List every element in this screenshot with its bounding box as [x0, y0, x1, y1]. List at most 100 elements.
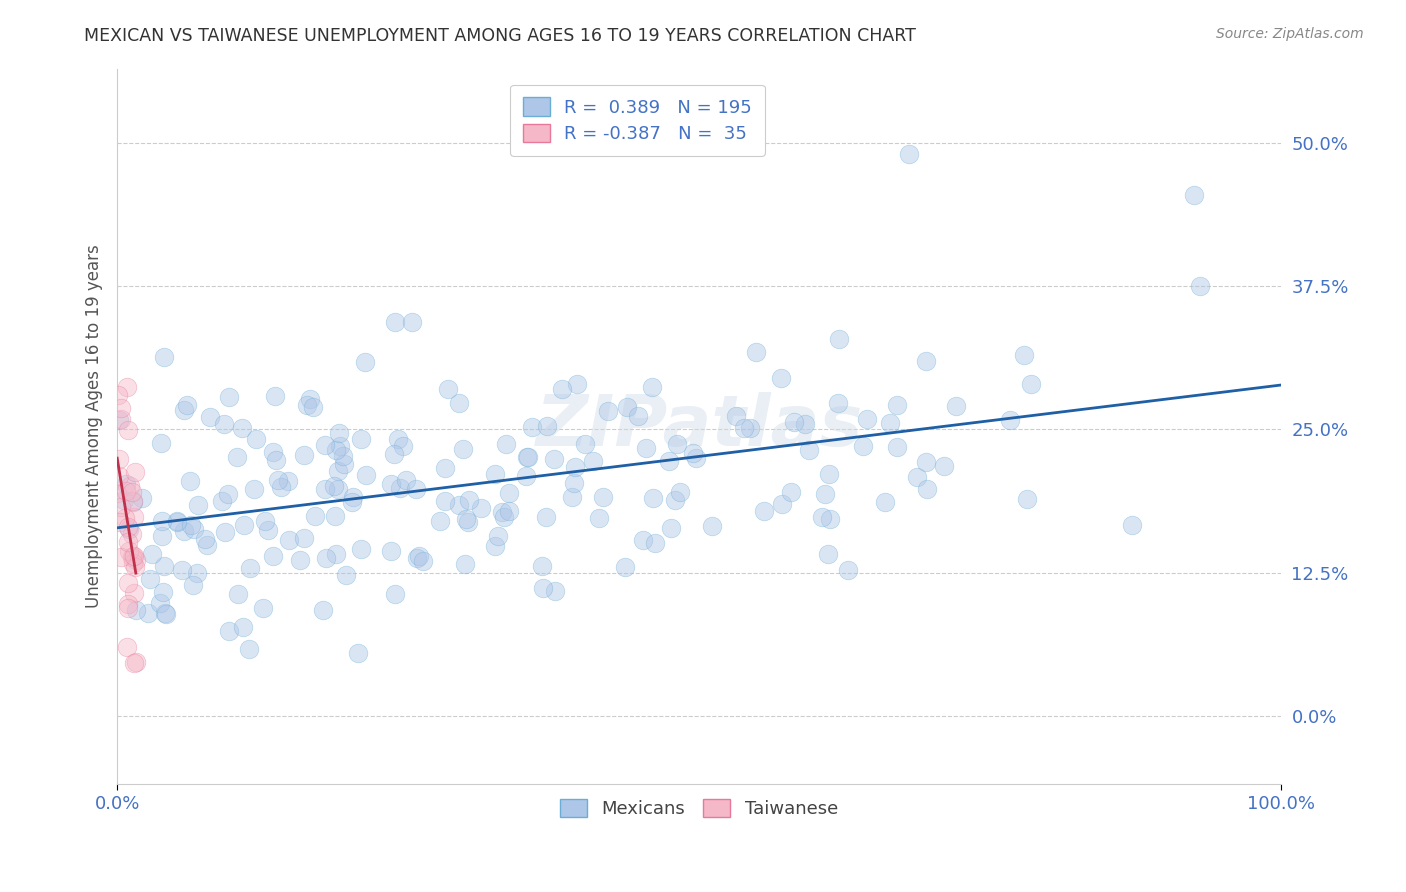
- Point: [641, 491, 664, 506]
- Point: [117, 597, 139, 611]
- Point: [412, 554, 434, 568]
- Point: [238, 642, 260, 657]
- Point: [886, 398, 908, 412]
- Point: [114, 492, 136, 507]
- Point: [170, 563, 193, 577]
- Point: [124, 559, 146, 574]
- Point: [631, 533, 654, 547]
- Point: [457, 515, 479, 529]
- Point: [356, 468, 378, 483]
- Point: [817, 547, 839, 561]
- Point: [658, 454, 681, 468]
- Point: [873, 495, 896, 509]
- Point: [915, 482, 938, 496]
- Point: [668, 485, 690, 500]
- Point: [770, 370, 793, 384]
- Point: [139, 572, 162, 586]
- Point: [516, 450, 538, 465]
- Point: [395, 473, 418, 487]
- Point: [115, 483, 138, 498]
- Text: ZIPatlas: ZIPatlas: [536, 392, 863, 461]
- Point: [212, 417, 235, 431]
- Point: [288, 553, 311, 567]
- Point: [325, 443, 347, 458]
- Point: [347, 647, 370, 661]
- Point: [152, 585, 174, 599]
- Point: [186, 566, 208, 580]
- Point: [138, 607, 160, 621]
- Point: [797, 442, 820, 457]
- Point: [312, 603, 335, 617]
- Point: [814, 486, 837, 500]
- Point: [256, 523, 278, 537]
- Point: [914, 455, 936, 469]
- Point: [856, 412, 879, 426]
- Text: MEXICAN VS TAIWANESE UNEMPLOYMENT AMONG AGES 16 TO 19 YEARS CORRELATION CHART: MEXICAN VS TAIWANESE UNEMPLOYMENT AMONG …: [84, 27, 917, 45]
- Point: [387, 433, 409, 447]
- Point: [491, 505, 513, 519]
- Point: [108, 469, 131, 483]
- Point: [932, 458, 955, 473]
- Point: [1019, 376, 1042, 391]
- Point: [437, 382, 460, 396]
- Point: [107, 452, 129, 467]
- Point: [332, 457, 354, 471]
- Point: [245, 432, 267, 446]
- Point: [115, 476, 138, 491]
- Point: [1015, 492, 1038, 507]
- Point: [232, 619, 254, 633]
- Point: [380, 477, 402, 491]
- Point: [122, 586, 145, 600]
- Point: [498, 504, 520, 518]
- Point: [915, 354, 938, 368]
- Point: [183, 523, 205, 537]
- Point: [389, 482, 412, 496]
- Point: [117, 520, 139, 534]
- Point: [117, 601, 139, 615]
- Point: [121, 550, 143, 565]
- Point: [495, 437, 517, 451]
- Point: [152, 350, 174, 364]
- Point: [434, 494, 457, 508]
- Point: [340, 495, 363, 509]
- Point: [328, 425, 350, 440]
- Point: [562, 476, 585, 491]
- Point: [659, 521, 682, 535]
- Point: [827, 396, 849, 410]
- Point: [211, 494, 233, 508]
- Point: [277, 474, 299, 488]
- Point: [685, 451, 707, 466]
- Point: [486, 528, 509, 542]
- Point: [166, 514, 188, 528]
- Point: [122, 549, 145, 563]
- Point: [1121, 517, 1143, 532]
- Point: [124, 510, 146, 524]
- Point: [214, 524, 236, 539]
- Point: [118, 544, 141, 558]
- Point: [561, 490, 583, 504]
- Point: [150, 529, 173, 543]
- Point: [897, 147, 920, 161]
- Point: [752, 503, 775, 517]
- Point: [314, 482, 336, 496]
- Point: [292, 532, 315, 546]
- Point: [176, 398, 198, 412]
- Point: [543, 451, 565, 466]
- Point: [110, 516, 132, 530]
- Point: [520, 420, 543, 434]
- Point: [664, 493, 686, 508]
- Point: [198, 410, 221, 425]
- Point: [117, 640, 139, 654]
- Point: [581, 454, 603, 468]
- Point: [263, 389, 285, 403]
- Point: [350, 542, 373, 557]
- Point: [454, 512, 477, 526]
- Point: [195, 538, 218, 552]
- Point: [314, 438, 336, 452]
- Point: [740, 421, 762, 435]
- Point: [745, 344, 768, 359]
- Point: [233, 517, 256, 532]
- Point: [179, 475, 201, 489]
- Point: [225, 450, 247, 465]
- Point: [121, 485, 143, 500]
